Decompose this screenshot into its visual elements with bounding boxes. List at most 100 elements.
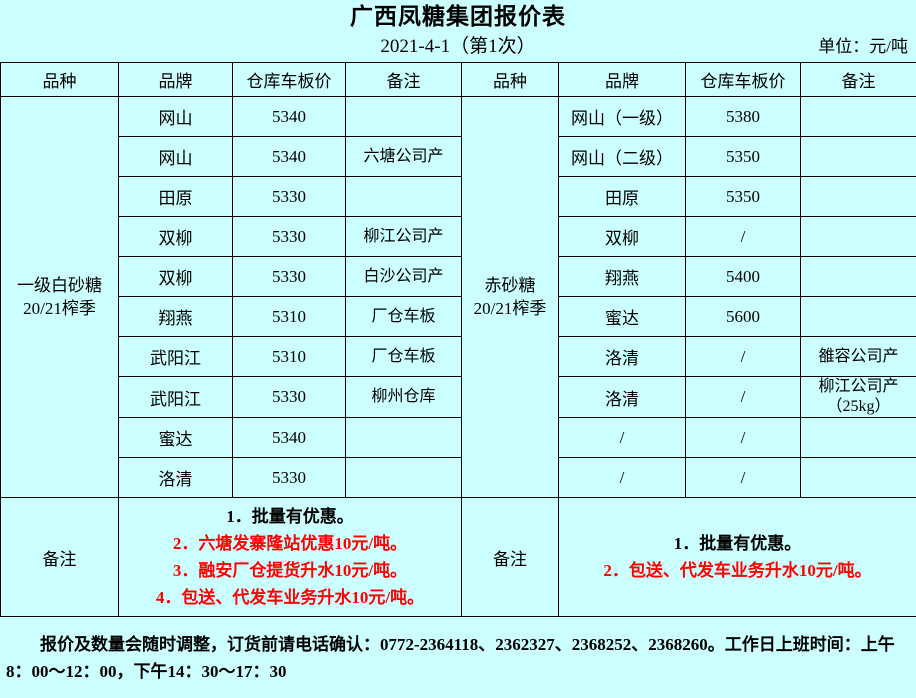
- brand-cell: 网山: [118, 136, 233, 177]
- note-cell: [800, 216, 916, 257]
- brand-cell: 蜜达: [558, 296, 686, 337]
- brand-cell: 双柳: [558, 216, 686, 257]
- note-cell: [800, 256, 916, 297]
- note-cell: [800, 96, 916, 137]
- price-cell: 5400: [685, 256, 801, 297]
- note-cell: 厂仓车板: [345, 336, 462, 377]
- title-block: 广西凤糖集团报价表 2021-4-1（第1次） 单位：元/吨: [0, 0, 916, 62]
- note-cell: 雒容公司产: [800, 336, 916, 377]
- header-cell-price-left: 仓库车板价: [232, 62, 346, 97]
- price-cell: 5340: [232, 96, 346, 137]
- price-cell: 5350: [685, 176, 801, 217]
- table-body: 一级白砂糖 20/21榨季 网山 5340 赤砂糖 20/21榨季 网山（一级）…: [0, 96, 916, 617]
- remarks-label-left: 备注: [0, 497, 119, 617]
- table-row: 洛清 5330 / /: [1, 457, 916, 498]
- remarks-body-right: 1．批量有优惠。 2．包送、代发车业务升水10元/吨。: [558, 497, 916, 617]
- category-right-line2: 20/21榨季: [473, 299, 547, 318]
- unit-label: 单位：元/吨: [818, 37, 908, 56]
- footer-line2: 。工作日上班时间：上午8：00～12：00，下午14：30～17：30: [6, 635, 895, 681]
- note-cell: [800, 417, 916, 458]
- brand-cell: 田原: [118, 176, 233, 217]
- header-cell-variety-right: 品种: [461, 62, 559, 97]
- remark-item: 2．包送、代发车业务升水10元/吨。: [603, 561, 872, 580]
- brand-cell: 田原: [558, 176, 686, 217]
- category-left-line2: 20/21榨季: [23, 299, 96, 318]
- brand-cell: 洛清: [558, 376, 686, 418]
- price-cell: 5340: [232, 417, 346, 458]
- price-cell: 5330: [232, 457, 346, 498]
- category-right-line1: 赤砂糖: [484, 276, 536, 295]
- note-cell: [345, 176, 462, 217]
- brand-cell: 武阳江: [118, 336, 233, 377]
- brand-cell: 网山（一级）: [558, 96, 686, 137]
- remarks-row: 备注 1．批量有优惠。 2．六塘发寨隆站优惠10元/吨。 3．融安厂仓提货升水1…: [0, 497, 916, 617]
- header-cell-brand-left: 品牌: [118, 62, 233, 97]
- price-cell: /: [685, 457, 801, 498]
- note-cell: 六塘公司产: [345, 136, 462, 177]
- header-cell-variety-left: 品种: [0, 62, 119, 97]
- note-cell: 柳州仓库: [345, 376, 462, 418]
- price-cell: /: [685, 216, 801, 257]
- brand-cell: 洛清: [558, 336, 686, 377]
- table-row: 武阳江 5310 厂仓车板 洛清 / 雒容公司产: [1, 336, 916, 377]
- header-row: 品种 品牌 仓库车板价 备注 品种 品牌 仓库车板价 备注: [0, 62, 916, 97]
- table-row: 翔燕 5310 厂仓车板 蜜达 5600: [1, 296, 916, 337]
- note-cell: [345, 417, 462, 458]
- note-cell: 厂仓车板: [345, 296, 462, 337]
- table-header: 品种 品牌 仓库车板价 备注 品种 品牌 仓库车板价 备注: [0, 62, 916, 97]
- remark-item: 4．包送、代发车业务升水10元/吨。: [155, 588, 425, 607]
- price-cell: /: [685, 376, 801, 418]
- price-table: 品种 品牌 仓库车板价 备注 品种 品牌 仓库车板价 备注 一级白砂糖 20/2…: [0, 62, 916, 617]
- table-row: 网山 5340 六塘公司产 网山（二级） 5350: [1, 136, 916, 177]
- remarks-body-left: 1．批量有优惠。 2．六塘发寨隆站优惠10元/吨。 3．融安厂仓提货升水10元/…: [118, 497, 462, 617]
- remark-item: 1．批量有优惠。: [673, 534, 802, 553]
- table-row: 双柳 5330 柳江公司产 双柳 /: [1, 216, 916, 257]
- category-cell-right: 赤砂糖 20/21榨季: [461, 96, 559, 498]
- price-cell: 5330: [232, 376, 346, 418]
- brand-cell: 翔燕: [558, 256, 686, 297]
- note-cell: [800, 136, 916, 177]
- header-cell-note-left: 备注: [345, 62, 462, 97]
- note-line2: （25kg）: [826, 398, 891, 415]
- note-cell: 柳江公司产: [345, 216, 462, 257]
- remark-item: 3．融安厂仓提货升水10元/吨。: [172, 561, 408, 580]
- subtitle-row: 2021-4-1（第1次） 单位：元/吨: [0, 32, 916, 62]
- table-row: 田原 5330 田原 5350: [1, 176, 916, 217]
- brand-cell: 蜜达: [118, 417, 233, 458]
- brand-cell: /: [558, 417, 686, 458]
- category-cell-left: 一级白砂糖 20/21榨季: [0, 96, 119, 498]
- footer-line1: 报价及数量会随时调整，订货前请电话确认：0772-2364118、2362327…: [40, 635, 708, 654]
- brand-cell: 翔燕: [118, 296, 233, 337]
- table-row: 蜜达 5340 / /: [1, 417, 916, 458]
- price-cell: 5330: [232, 216, 346, 257]
- table-row: 双柳 5330 白沙公司产 翔燕 5400: [1, 256, 916, 297]
- price-cell: /: [685, 336, 801, 377]
- note-cell: [800, 176, 916, 217]
- footer-note: 报价及数量会随时调整，订货前请电话确认：0772-2364118、2362327…: [0, 617, 916, 695]
- brand-cell: 洛清: [118, 457, 233, 498]
- brand-cell: 网山（二级）: [558, 136, 686, 177]
- brand-cell: 双柳: [118, 216, 233, 257]
- price-cell: 5330: [232, 176, 346, 217]
- price-cell: 5310: [232, 296, 346, 337]
- brand-cell: 武阳江: [118, 376, 233, 418]
- page-title: 广西凤糖集团报价表: [350, 4, 566, 29]
- note-cell: [800, 296, 916, 337]
- price-cell: 5380: [685, 96, 801, 137]
- header-cell-price-right: 仓库车板价: [685, 62, 801, 97]
- note-cell: [800, 457, 916, 498]
- category-left-line1: 一级白砂糖: [17, 276, 102, 295]
- price-cell: 5340: [232, 136, 346, 177]
- document-date-subtitle: 2021-4-1（第1次）: [380, 36, 536, 57]
- note-line1: 柳江公司产: [818, 378, 899, 395]
- remark-item: 2．六塘发寨隆站优惠10元/吨。: [172, 534, 408, 553]
- note-cell: 柳江公司产 （25kg）: [800, 376, 916, 418]
- header-cell-brand-right: 品牌: [558, 62, 686, 97]
- header-cell-note-right: 备注: [800, 62, 916, 97]
- brand-cell: /: [558, 457, 686, 498]
- price-cell: 5600: [685, 296, 801, 337]
- brand-cell: 双柳: [118, 256, 233, 297]
- remark-item: 1．批量有优惠。: [226, 507, 354, 526]
- note-cell: [345, 457, 462, 498]
